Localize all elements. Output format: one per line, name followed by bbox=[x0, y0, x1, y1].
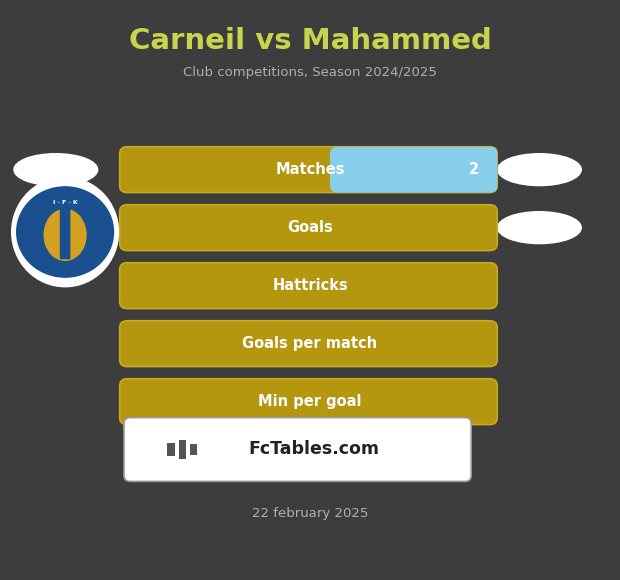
Text: Carneil vs Mahammed: Carneil vs Mahammed bbox=[128, 27, 492, 55]
FancyBboxPatch shape bbox=[167, 443, 175, 456]
FancyBboxPatch shape bbox=[179, 440, 186, 459]
Text: I · F · K: I · F · K bbox=[53, 200, 78, 205]
Text: Goals per match: Goals per match bbox=[242, 336, 378, 351]
FancyBboxPatch shape bbox=[60, 205, 71, 259]
FancyBboxPatch shape bbox=[190, 444, 197, 455]
Ellipse shape bbox=[14, 154, 98, 186]
FancyBboxPatch shape bbox=[124, 418, 471, 481]
Text: Matches: Matches bbox=[275, 162, 345, 177]
Text: Hattricks: Hattricks bbox=[272, 278, 348, 293]
Ellipse shape bbox=[43, 209, 87, 261]
Ellipse shape bbox=[12, 177, 118, 287]
Ellipse shape bbox=[497, 154, 582, 186]
FancyBboxPatch shape bbox=[120, 205, 497, 251]
Text: 2: 2 bbox=[469, 162, 479, 177]
Ellipse shape bbox=[497, 212, 582, 244]
FancyBboxPatch shape bbox=[120, 379, 497, 425]
Text: Club competitions, Season 2024/2025: Club competitions, Season 2024/2025 bbox=[183, 66, 437, 79]
FancyBboxPatch shape bbox=[120, 147, 497, 193]
Text: FcTables.com: FcTables.com bbox=[249, 440, 380, 459]
FancyBboxPatch shape bbox=[330, 147, 497, 193]
Text: Goals: Goals bbox=[287, 220, 333, 235]
FancyBboxPatch shape bbox=[120, 321, 497, 367]
Text: 22 february 2025: 22 february 2025 bbox=[252, 507, 368, 520]
Text: Min per goal: Min per goal bbox=[259, 394, 361, 409]
Circle shape bbox=[14, 184, 116, 280]
FancyBboxPatch shape bbox=[120, 263, 497, 309]
